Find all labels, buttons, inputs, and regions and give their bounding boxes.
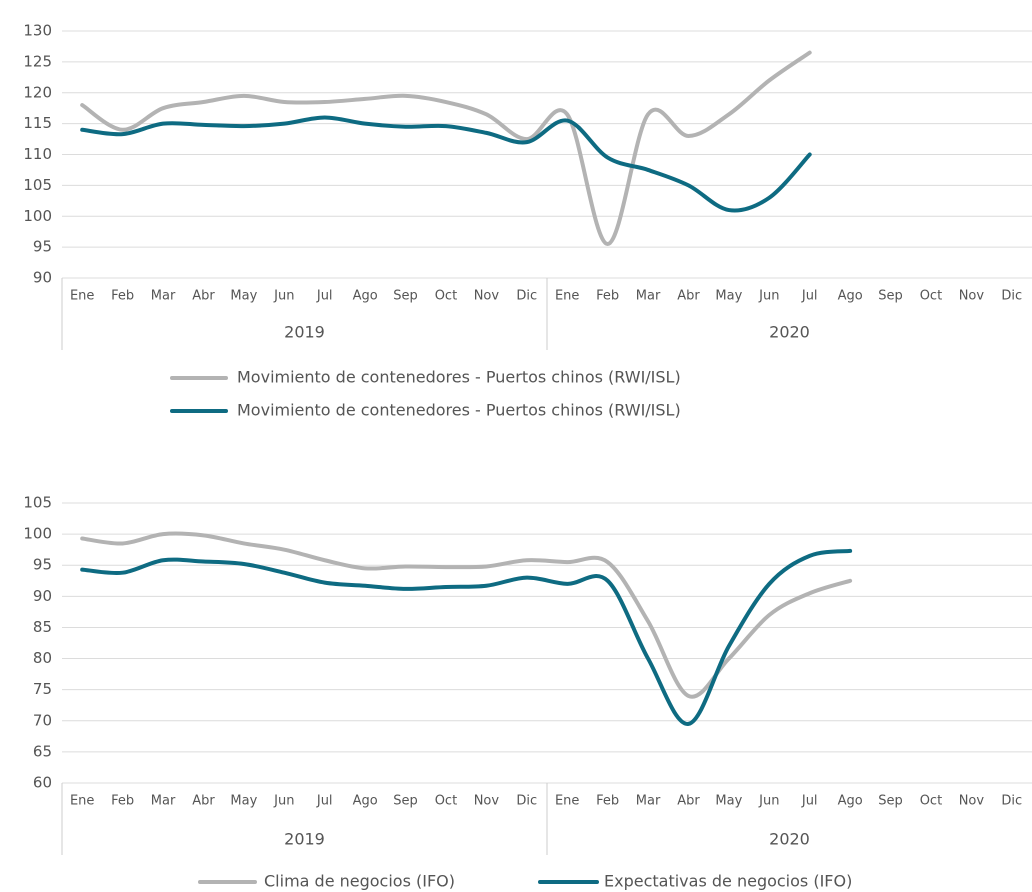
series-line bbox=[80, 50, 812, 247]
x-tick-label: Feb bbox=[111, 289, 134, 304]
group-label: 2020 bbox=[769, 830, 810, 849]
x-tick-label: Ene bbox=[555, 794, 579, 809]
x-tick-label: Dic bbox=[1001, 289, 1022, 304]
y-tick-label: 120 bbox=[23, 83, 52, 101]
group-label: 2020 bbox=[769, 323, 810, 342]
y-tick-label: 70 bbox=[33, 711, 52, 729]
legend-label: Clima de negocios (IFO) bbox=[264, 872, 455, 891]
x-tick-label: Mar bbox=[151, 289, 176, 304]
x-tick-label: Nov bbox=[474, 794, 500, 809]
x-tick-label: Mar bbox=[151, 794, 176, 809]
legend-label: Expectativas de negocios (IFO) bbox=[604, 872, 852, 891]
x-tick-label: Feb bbox=[596, 289, 619, 304]
x-tick-label: Jun bbox=[273, 794, 294, 809]
x-tick-label: Nov bbox=[959, 289, 985, 304]
x-tick-label: Jun bbox=[273, 289, 294, 304]
x-tick-label: Oct bbox=[435, 794, 457, 809]
series-line bbox=[80, 548, 853, 726]
x-tick-label: Sep bbox=[393, 289, 418, 304]
x-tick-label: Jul bbox=[316, 289, 333, 304]
x-tick-label: Jul bbox=[316, 794, 333, 809]
y-tick-label: 100 bbox=[23, 525, 52, 543]
x-tick-label: Dic bbox=[1001, 794, 1022, 809]
x-tick-label: Ene bbox=[70, 794, 94, 809]
x-tick-label: Ago bbox=[353, 289, 378, 304]
x-tick-label: Feb bbox=[111, 794, 134, 809]
legend-label: Movimiento de contenedores - Puertos chi… bbox=[237, 368, 681, 387]
x-tick-label: Sep bbox=[393, 794, 418, 809]
y-tick-label: 130 bbox=[23, 22, 52, 40]
x-tick-label: Dic bbox=[516, 289, 537, 304]
x-tick-label: Feb bbox=[596, 794, 619, 809]
legend-label: Movimiento de contenedores - Puertos chi… bbox=[237, 401, 681, 420]
y-tick-label: 60 bbox=[33, 774, 52, 792]
x-tick-label: Sep bbox=[878, 794, 903, 809]
x-tick-label: Oct bbox=[920, 794, 942, 809]
x-tick-label: May bbox=[715, 794, 742, 809]
y-tick-label: 75 bbox=[33, 680, 52, 698]
x-tick-label: May bbox=[230, 794, 257, 809]
x-tick-label: Jun bbox=[758, 289, 779, 304]
y-tick-label: 125 bbox=[23, 52, 52, 70]
y-tick-label: 65 bbox=[33, 742, 52, 760]
y-tick-label: 115 bbox=[23, 114, 52, 132]
x-tick-label: Oct bbox=[435, 289, 457, 304]
x-tick-label: May bbox=[230, 289, 257, 304]
x-tick-label: Abr bbox=[192, 289, 215, 304]
x-tick-label: May bbox=[715, 289, 742, 304]
x-tick-label: Sep bbox=[878, 289, 903, 304]
x-tick-label: Jul bbox=[801, 794, 818, 809]
group-label: 2019 bbox=[284, 323, 325, 342]
x-tick-label: Nov bbox=[959, 794, 985, 809]
x-tick-label: Jun bbox=[758, 794, 779, 809]
y-tick-label: 105 bbox=[23, 494, 52, 512]
x-tick-label: Ene bbox=[70, 289, 94, 304]
y-tick-label: 95 bbox=[33, 556, 52, 574]
series-line bbox=[80, 531, 853, 699]
y-tick-label: 80 bbox=[33, 649, 52, 667]
x-tick-label: Mar bbox=[636, 794, 661, 809]
x-tick-label: Dic bbox=[516, 794, 537, 809]
x-tick-label: Mar bbox=[636, 289, 661, 304]
x-tick-label: Ago bbox=[838, 289, 863, 304]
x-tick-label: Abr bbox=[677, 794, 700, 809]
x-tick-label: Nov bbox=[474, 289, 500, 304]
x-tick-label: Abr bbox=[192, 794, 215, 809]
x-tick-label: Ago bbox=[838, 794, 863, 809]
y-tick-label: 100 bbox=[23, 207, 52, 225]
x-tick-label: Ene bbox=[555, 289, 579, 304]
y-tick-label: 95 bbox=[33, 238, 52, 256]
x-tick-label: Abr bbox=[677, 289, 700, 304]
y-tick-label: 105 bbox=[23, 176, 52, 194]
y-tick-label: 110 bbox=[23, 145, 52, 163]
y-tick-label: 90 bbox=[33, 587, 52, 605]
x-tick-label: Ago bbox=[353, 794, 378, 809]
y-tick-label: 90 bbox=[33, 269, 52, 287]
group-label: 2019 bbox=[284, 830, 325, 849]
y-tick-label: 85 bbox=[33, 618, 52, 636]
series-line bbox=[80, 115, 812, 213]
x-tick-label: Oct bbox=[920, 289, 942, 304]
x-tick-label: Jul bbox=[801, 289, 818, 304]
